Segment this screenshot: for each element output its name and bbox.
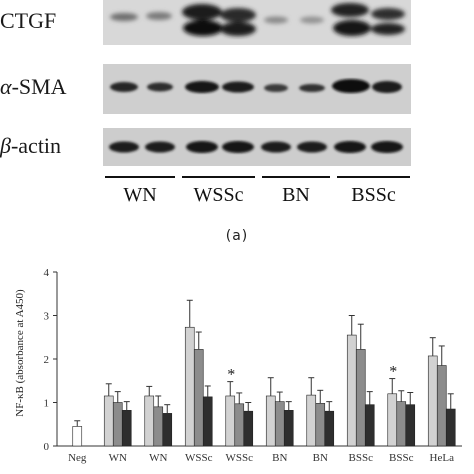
bar bbox=[445, 408, 456, 447]
ctgf-band bbox=[264, 16, 288, 24]
ctgf-band bbox=[300, 16, 324, 24]
ctgf-band bbox=[371, 23, 405, 35]
bar bbox=[387, 393, 398, 447]
alpha-sma-label-prefix: α bbox=[0, 74, 12, 99]
bar bbox=[112, 402, 123, 447]
sma-band bbox=[147, 82, 173, 92]
x-tick-label: Neg bbox=[68, 452, 87, 464]
actin-band bbox=[261, 141, 291, 153]
group-label-bssc: BSSc bbox=[351, 184, 396, 206]
actin-band bbox=[297, 141, 327, 153]
bar bbox=[202, 396, 213, 447]
sma-band bbox=[185, 81, 219, 93]
bar bbox=[315, 403, 326, 447]
y-tick-label: 4 bbox=[44, 267, 50, 279]
actin-bands bbox=[109, 141, 403, 153]
panel-label-a: (a) bbox=[225, 228, 249, 244]
ctgf-label: CTGF bbox=[0, 8, 56, 34]
bar bbox=[162, 413, 173, 447]
actin-band bbox=[222, 141, 254, 153]
ctgf-bands bbox=[110, 3, 405, 36]
bar bbox=[234, 403, 245, 447]
bar bbox=[274, 401, 285, 447]
y-tick-label: 0 bbox=[44, 441, 50, 453]
actin-band bbox=[186, 141, 218, 153]
sma-band bbox=[110, 82, 138, 92]
ctgf-band bbox=[220, 22, 256, 36]
sma-band bbox=[332, 79, 370, 93]
nfkb-bar-chart: 0 1 2 3 4 NF-κB (absorbance at A450) Neg WN WN WS… bbox=[14, 267, 462, 464]
sma-band bbox=[299, 84, 325, 92]
bar bbox=[346, 334, 357, 447]
ctgf-band bbox=[220, 8, 256, 22]
x-tick-label: BN bbox=[313, 452, 328, 464]
y-tick-label: 3 bbox=[44, 311, 50, 323]
significance-star: * bbox=[389, 364, 397, 381]
bar bbox=[364, 404, 375, 447]
actin-band bbox=[109, 141, 139, 153]
bar bbox=[243, 410, 254, 447]
y-tick-label: 1 bbox=[44, 398, 50, 410]
beta-actin-label-text: -actin bbox=[10, 133, 62, 158]
actin-band bbox=[371, 141, 403, 153]
bar bbox=[153, 406, 164, 447]
ctgf-label-text: CTGF bbox=[0, 8, 57, 33]
bar bbox=[396, 401, 407, 447]
actin-band bbox=[145, 141, 175, 153]
alpha-sma-label: α-SMA bbox=[0, 74, 67, 100]
ctgf-band bbox=[331, 3, 369, 17]
ctgf-band bbox=[183, 20, 223, 36]
sma-band bbox=[264, 84, 288, 92]
sma-band bbox=[372, 81, 402, 93]
x-tick-label: BN bbox=[272, 452, 287, 464]
x-tick-label: WN bbox=[109, 452, 127, 464]
alpha-sma-label-text: -SMA bbox=[11, 74, 67, 99]
sma-band bbox=[222, 81, 254, 93]
group-label-wn: WN bbox=[123, 184, 157, 206]
ctgf-band bbox=[371, 8, 405, 20]
bar bbox=[436, 365, 447, 447]
bar bbox=[121, 410, 132, 447]
y-axis-label: NF-κB (absorbance at A450) bbox=[14, 289, 26, 417]
beta-actin-label-prefix: β bbox=[0, 133, 11, 158]
bar bbox=[405, 404, 416, 447]
ctgf-band bbox=[182, 4, 222, 20]
ctgf-band bbox=[333, 20, 371, 36]
bar bbox=[324, 410, 335, 447]
ctgf-band bbox=[110, 13, 138, 21]
group-label-bn: BN bbox=[282, 184, 310, 206]
bar bbox=[283, 410, 294, 447]
significance-star: * bbox=[227, 367, 235, 384]
bar bbox=[184, 326, 195, 447]
beta-actin-label: β-actin bbox=[0, 133, 61, 159]
actin-band bbox=[334, 141, 366, 153]
group-label-wssc: WSSc bbox=[193, 184, 244, 206]
x-tick-label: WN bbox=[149, 452, 167, 464]
x-tick-label: WSSc bbox=[226, 452, 254, 464]
bar bbox=[265, 395, 276, 447]
bar bbox=[306, 394, 317, 447]
bar bbox=[427, 355, 438, 447]
sma-bands bbox=[110, 79, 402, 93]
bar bbox=[193, 349, 204, 447]
x-tick-label: HeLa bbox=[430, 452, 455, 464]
x-tick-label: WSSc bbox=[185, 452, 213, 464]
ctgf-band bbox=[146, 12, 172, 20]
bar bbox=[355, 349, 366, 447]
western-blot bbox=[103, 0, 411, 178]
bar bbox=[225, 395, 236, 447]
bar bbox=[103, 395, 114, 447]
bar bbox=[72, 426, 83, 447]
x-tick-label: BSSc bbox=[389, 452, 414, 464]
y-tick-label: 2 bbox=[44, 354, 50, 366]
bar bbox=[144, 395, 155, 447]
x-tick-label: BSSc bbox=[349, 452, 374, 464]
